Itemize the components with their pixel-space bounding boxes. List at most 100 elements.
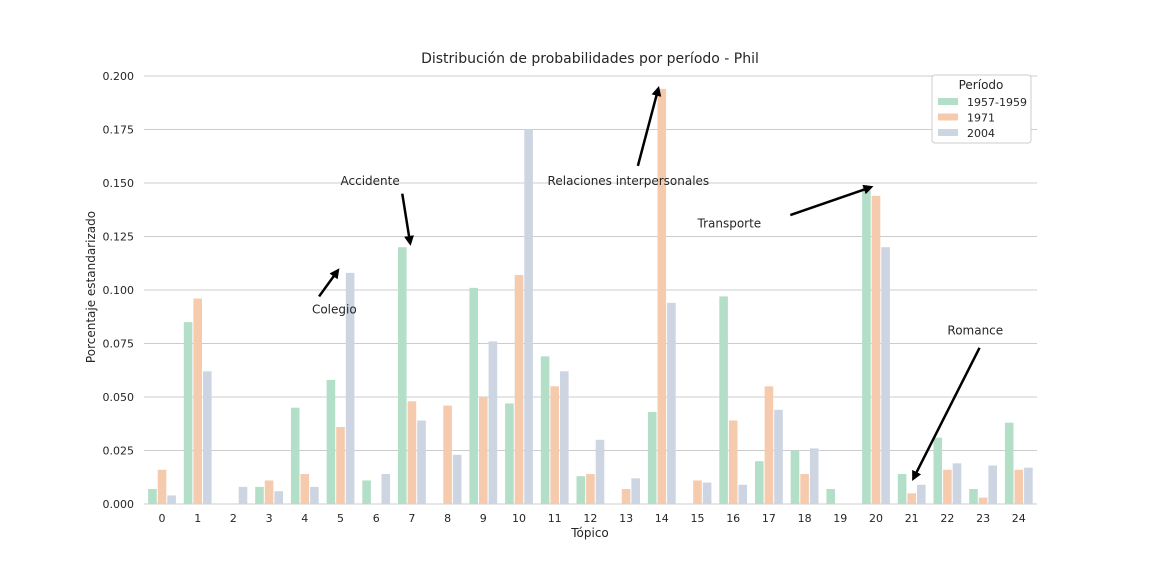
annotation-arrow xyxy=(318,268,340,298)
bar-1957-1959-topic-5 xyxy=(326,379,336,504)
bar-2004-topic-7 xyxy=(417,420,426,504)
y-tick-label: 0.000 xyxy=(103,498,135,511)
bar-2004-topic-16 xyxy=(738,484,748,504)
x-tick-label: 6 xyxy=(373,512,380,525)
bar-1971-topic-21 xyxy=(907,493,916,504)
bar-2004-topic-17 xyxy=(774,409,783,504)
x-tick-label: 3 xyxy=(266,512,273,525)
bar-1957-1959-topic-4 xyxy=(290,407,300,504)
bar-1971-topic-5 xyxy=(336,426,345,504)
bar-2004-topic-0 xyxy=(167,495,176,504)
x-tick-label: 8 xyxy=(444,512,451,525)
x-tick-label: 20 xyxy=(869,512,883,525)
y-tick-label: 0.200 xyxy=(103,70,135,83)
bar-1971-topic-20 xyxy=(871,195,881,504)
x-tick-label: 13 xyxy=(619,512,633,525)
y-tick-label: 0.175 xyxy=(103,124,135,137)
legend: Período 1957-1959 1971 2004 xyxy=(931,74,1032,144)
x-tick-label: 0 xyxy=(159,512,166,525)
x-tick-label: 18 xyxy=(798,512,812,525)
bar-2004-topic-14 xyxy=(667,302,676,504)
bar-1971-topic-8 xyxy=(443,405,452,504)
x-tick-label: 1 xyxy=(194,512,201,525)
legend-label: 2004 xyxy=(967,127,995,140)
bar-2004-topic-21 xyxy=(917,484,926,504)
bar-1957-1959-topic-14 xyxy=(647,411,657,504)
bar-1971-topic-17 xyxy=(764,386,774,504)
x-tick-label: 7 xyxy=(408,512,415,525)
bar-1957-1959-topic-11 xyxy=(540,356,550,504)
legend-swatch xyxy=(938,113,958,121)
bar-2004-topic-9 xyxy=(488,341,498,504)
chart-title: Distribución de probabilidades por perío… xyxy=(421,51,759,67)
x-tick-label: 5 xyxy=(337,512,344,525)
bar-2004-topic-4 xyxy=(310,486,319,504)
y-tick-label: 0.075 xyxy=(103,338,135,351)
bar-1957-1959-topic-16 xyxy=(719,296,728,504)
bar-2004-topic-3 xyxy=(274,491,283,504)
bar-1957-1959-topic-7 xyxy=(398,247,407,504)
bar-1971-topic-7 xyxy=(407,401,417,504)
bar-2004-topic-11 xyxy=(560,371,569,504)
legend-box xyxy=(931,74,1032,144)
x-tick-label: 24 xyxy=(1012,512,1026,525)
bar-2004-topic-20 xyxy=(881,247,890,504)
annotation-label: Transporte xyxy=(697,217,762,231)
bar-1971-topic-10 xyxy=(514,275,524,504)
legend-label: 1971 xyxy=(967,112,995,125)
bar-1957-1959-topic-22 xyxy=(933,437,943,504)
x-tick-label: 15 xyxy=(691,512,705,525)
bar-1957-1959-topic-10 xyxy=(505,403,514,504)
bar-1971-topic-18 xyxy=(800,474,809,504)
annotations: Colegio Accidente Relaciones interpersonal… xyxy=(312,85,1003,481)
x-tick-label: 11 xyxy=(548,512,562,525)
bar-1957-1959-topic-3 xyxy=(255,486,264,504)
bar-2004-topic-8 xyxy=(452,454,462,504)
x-tick-label: 2 xyxy=(230,512,237,525)
x-tick-label: 14 xyxy=(655,512,669,525)
bar-1971-topic-23 xyxy=(978,497,988,504)
annotation-label: Relaciones interpersonales xyxy=(548,174,710,188)
x-tick-label: 19 xyxy=(833,512,847,525)
bar-2004-topic-24 xyxy=(1024,467,1033,504)
bar-2004-topic-13 xyxy=(631,478,640,504)
annotation-arrow xyxy=(789,184,874,217)
x-tick-label: 10 xyxy=(512,512,526,525)
bar-1957-1959-topic-6 xyxy=(362,480,371,504)
y-tick-label: 0.150 xyxy=(103,177,135,190)
bar-1971-topic-16 xyxy=(728,420,738,504)
bar-1957-1959-topic-12 xyxy=(576,476,586,504)
bar-1971-topic-9 xyxy=(479,397,488,504)
x-tick-label: 16 xyxy=(726,512,740,525)
bar-2004-topic-1 xyxy=(203,371,212,504)
x-axis-title: Tópico xyxy=(570,526,609,540)
bar-1957-1959-topic-21 xyxy=(897,474,907,504)
y-axis-title: Porcentaje estandarizado xyxy=(84,211,98,363)
bar-1957-1959-topic-24 xyxy=(1004,422,1014,504)
bar-2004-topic-23 xyxy=(988,465,997,504)
bar-1971-topic-15 xyxy=(693,480,702,504)
y-tick-label: 0.100 xyxy=(103,284,135,297)
bar-1971-topic-0 xyxy=(157,469,167,504)
bar-1957-1959-topic-1 xyxy=(183,322,193,504)
y-tick-label: 0.125 xyxy=(103,231,135,244)
legend-swatch xyxy=(938,98,958,105)
bar-2004-topic-22 xyxy=(952,463,962,504)
x-tick-label: 17 xyxy=(762,512,776,525)
bar-1957-1959-topic-18 xyxy=(790,450,800,504)
legend-title: Período xyxy=(959,78,1004,92)
y-tick-label: 0.050 xyxy=(103,391,135,404)
bar-1971-topic-12 xyxy=(586,474,595,504)
bar-1957-1959-topic-19 xyxy=(826,489,835,504)
x-tick-label: 23 xyxy=(976,512,990,525)
x-tick-label: 9 xyxy=(480,512,487,525)
y-axis-ticks: 0.000 0.025 0.050 0.075 0.100 0.125 0.150 0.175… xyxy=(103,70,135,511)
x-tick-label: 12 xyxy=(583,512,597,525)
bar-2004-topic-5 xyxy=(345,272,355,504)
y-tick-label: 0.025 xyxy=(103,445,135,458)
bar-1957-1959-topic-23 xyxy=(969,489,978,504)
x-tick-label: 21 xyxy=(905,512,919,525)
x-tick-label: 4 xyxy=(301,512,308,525)
